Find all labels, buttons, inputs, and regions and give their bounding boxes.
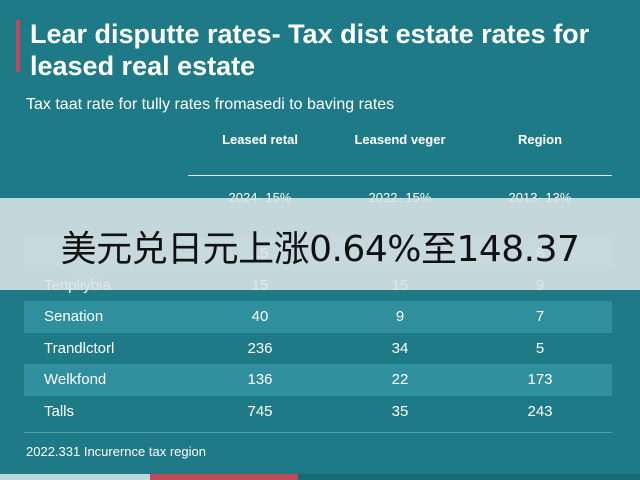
table-cell: 136 <box>247 371 273 388</box>
header-divider <box>188 175 612 176</box>
table-cell: 745 <box>247 402 273 420</box>
table-cell: 40 <box>251 308 269 325</box>
column-header-leased-retal: Leased retal <box>222 132 298 147</box>
title-accent-bar <box>16 20 20 72</box>
bottom-color-bars <box>0 474 640 480</box>
bottom-bar-light <box>0 474 150 480</box>
bottom-bar-dark <box>298 474 640 480</box>
table-cell: 34 <box>391 339 409 357</box>
table-cell: 7 <box>535 308 545 325</box>
table-cell: 236 <box>247 339 273 357</box>
page-title: Lear disputte rates- Tax dist estate rat… <box>30 19 590 81</box>
bottom-bar-accent <box>150 474 298 480</box>
table-cell: 22 <box>391 371 409 388</box>
caption-overlay <box>0 198 640 290</box>
page-subtitle: Tax taat rate for tully rates fromasedi … <box>26 96 395 113</box>
row-label: Talls <box>44 402 75 420</box>
table-cell: 243 <box>527 402 553 420</box>
row-label: Welkfond <box>44 371 107 388</box>
column-header-leasend-veger: Leasend veger <box>354 132 446 147</box>
column-header-region: Region <box>517 132 563 147</box>
caption-overlay-text: 美元兑日元上涨0.64%至148.37 <box>60 229 580 270</box>
row-label: Trandlctorl <box>44 339 115 357</box>
table-row: Senation 40 9 7 <box>24 301 612 333</box>
footer-divider <box>24 432 612 433</box>
table-cell: 173 <box>527 371 553 388</box>
table-row: Talls 745 35 243 <box>24 396 612 428</box>
table-cell: 9 <box>395 308 405 325</box>
table-cell: 35 <box>391 402 409 420</box>
row-label: Senation <box>44 308 104 325</box>
table-header: Leased retal Leasend veger Region <box>190 132 610 176</box>
table-row: Welkfond 136 22 173 <box>24 364 612 396</box>
table-cell: 5 <box>535 339 545 357</box>
table-row: Trandlctorl 236 34 5 <box>24 333 612 365</box>
footer-note: 2022.331 Incurernce tax region <box>26 444 206 459</box>
